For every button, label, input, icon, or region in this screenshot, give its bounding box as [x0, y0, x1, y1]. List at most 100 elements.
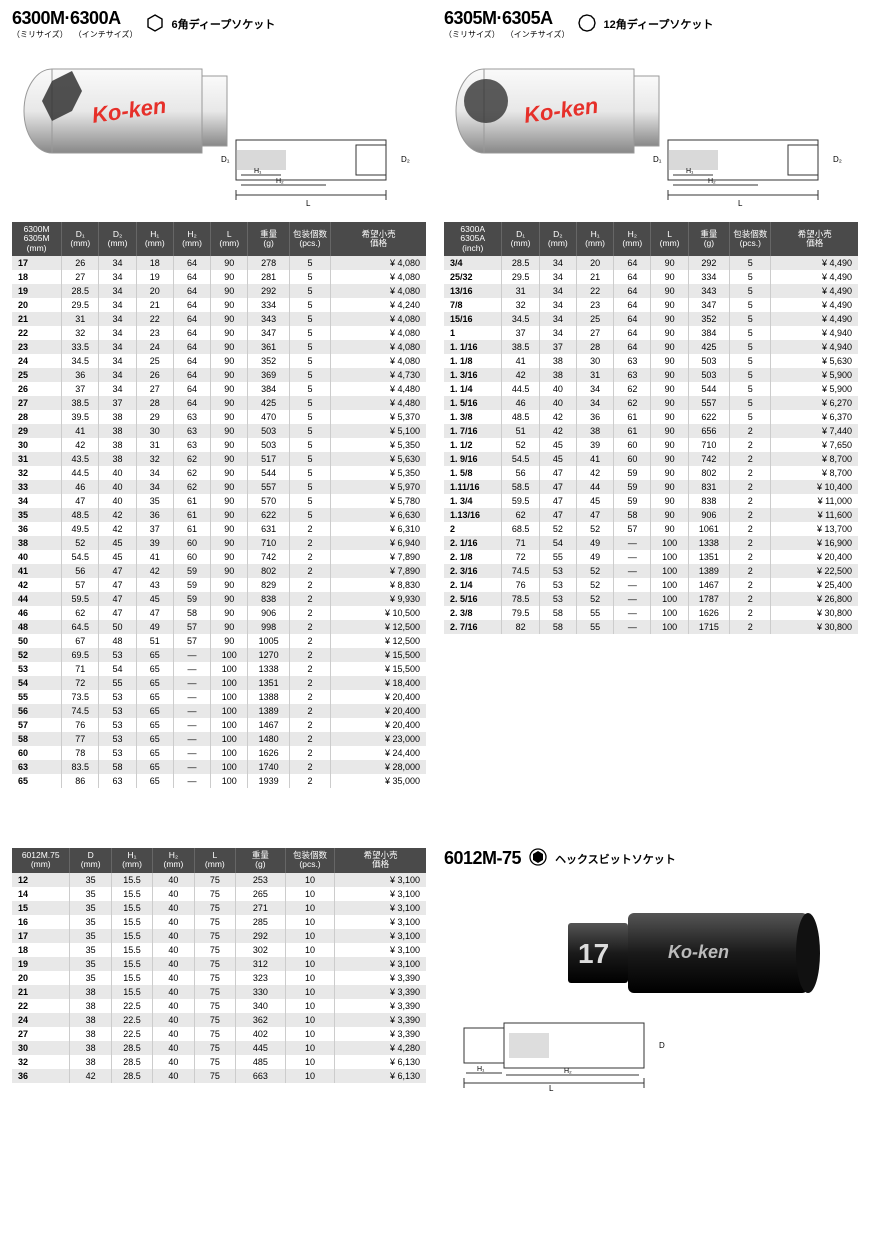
- table-cell: ¥ 6,270: [771, 396, 858, 410]
- col-header: 6300M6305M(mm): [12, 222, 62, 256]
- table-cell: 76: [62, 718, 99, 732]
- col-header: H₂(mm): [153, 848, 194, 873]
- table-cell: 32: [62, 326, 99, 340]
- table-row: 163515.5407528510¥ 3,100: [12, 915, 426, 929]
- table-cell: 28.5: [111, 1041, 152, 1055]
- table-cell: 90: [211, 452, 248, 466]
- table-cell: ¥ 4,490: [771, 270, 858, 284]
- table-cell: 40: [153, 1027, 194, 1041]
- table-cell: 425: [688, 340, 729, 354]
- table-cell: 52: [502, 438, 539, 452]
- table-cell: 34: [99, 312, 136, 326]
- table-cell: 2: [289, 606, 330, 620]
- table-cell: 10: [285, 957, 335, 971]
- table-cell: 38: [539, 354, 576, 368]
- svg-text:H₂: H₂: [708, 178, 716, 185]
- table-cell: ¥ 6,130: [335, 1069, 426, 1083]
- table-cell: ¥ 20,400: [771, 550, 858, 564]
- product-6012-table-block: 6012M.75(mm)D(mm)H₁(mm)H₂(mm)L(mm)重量(g)包…: [12, 848, 426, 1093]
- table-cell: 38: [70, 1041, 111, 1055]
- col-header: L(mm): [194, 848, 235, 873]
- table-cell: 831: [688, 480, 729, 494]
- table-cell: 35: [70, 929, 111, 943]
- table-cell: 5: [289, 270, 330, 284]
- table-cell: 40: [153, 1069, 194, 1083]
- table-cell: 49: [576, 550, 613, 564]
- table-cell: 15.5: [111, 943, 152, 957]
- table-cell: 2. 1/16: [444, 536, 502, 550]
- table-cell: 64: [614, 312, 651, 326]
- table-cell: 2: [289, 704, 330, 718]
- table-cell: 59.5: [62, 592, 99, 606]
- table-cell: ¥ 3,100: [335, 901, 426, 915]
- table-cell: 19: [12, 284, 62, 298]
- svg-text:H₁: H₁: [477, 1066, 485, 1073]
- table-cell: 52: [62, 536, 99, 550]
- table-cell: 1351: [688, 550, 729, 564]
- table-cell: ¥ 15,500: [331, 648, 426, 662]
- table-cell: 5: [730, 270, 771, 284]
- table-cell: 90: [651, 382, 688, 396]
- table-cell: ¥ 4,240: [331, 298, 426, 312]
- table-cell: 49: [136, 620, 173, 634]
- table-cell: 38: [99, 424, 136, 438]
- table-cell: 34: [99, 340, 136, 354]
- table-cell: 35: [70, 873, 111, 887]
- table-cell: 75: [194, 943, 235, 957]
- table-cell: 75: [194, 873, 235, 887]
- table-cell: 10: [285, 1055, 335, 1069]
- table-cell: —: [614, 578, 651, 592]
- table-cell: 2: [289, 550, 330, 564]
- table-row: 1. 3/848.5423661906225¥ 6,370: [444, 410, 858, 424]
- table-row: 1928.5342064902925¥ 4,080: [12, 284, 426, 298]
- table-cell: 38.5: [502, 340, 539, 354]
- table-cell: 74.5: [502, 564, 539, 578]
- table-cell: ¥ 3,100: [335, 887, 426, 901]
- table-cell: 38: [539, 368, 576, 382]
- table-cell: 2: [289, 536, 330, 550]
- product-6300-desc: 6角ディープソケット: [172, 16, 276, 32]
- table-cell: 742: [688, 452, 729, 466]
- table-row: 153515.5407527110¥ 3,100: [12, 901, 426, 915]
- table-cell: ¥ 28,000: [331, 760, 426, 774]
- table-cell: 2: [289, 732, 330, 746]
- table-row: 3143.5383262905175¥ 5,630: [12, 452, 426, 466]
- table-cell: 2: [289, 690, 330, 704]
- col-header: 重量(g): [248, 222, 289, 256]
- table-cell: 1626: [688, 606, 729, 620]
- col-header: 希望小売価格: [771, 222, 858, 256]
- table-cell: 64: [173, 396, 210, 410]
- table-cell: 90: [211, 508, 248, 522]
- table-cell: 570: [248, 494, 289, 508]
- table-cell: 34.5: [502, 312, 539, 326]
- table-cell: 49.5: [62, 522, 99, 536]
- table-cell: 32: [136, 452, 173, 466]
- table-row: 25/3229.5342164903345¥ 4,490: [444, 270, 858, 284]
- table-cell: —: [173, 746, 210, 760]
- table-row: 54725565—10013512¥ 18,400: [12, 676, 426, 690]
- table-cell: 12: [12, 873, 70, 887]
- table-cell: 1: [444, 326, 502, 340]
- table-cell: 34: [539, 284, 576, 298]
- table-cell: 20: [136, 284, 173, 298]
- table-cell: 56: [502, 466, 539, 480]
- table-cell: 53: [539, 592, 576, 606]
- table-cell: 64.5: [62, 620, 99, 634]
- table-cell: 37: [136, 522, 173, 536]
- table-cell: 27: [62, 270, 99, 284]
- table-cell: 302: [236, 943, 286, 957]
- table-cell: 2. 3/16: [444, 564, 502, 578]
- table-cell: 2: [730, 620, 771, 634]
- table-cell: 36: [576, 410, 613, 424]
- table-cell: 44: [12, 592, 62, 606]
- table-cell: 90: [651, 326, 688, 340]
- table-cell: 10: [285, 985, 335, 999]
- table-cell: 40: [153, 915, 194, 929]
- table-cell: 40: [153, 929, 194, 943]
- table-cell: 45: [99, 550, 136, 564]
- table-cell: 384: [248, 382, 289, 396]
- table-cell: 22: [12, 326, 62, 340]
- table-cell: ¥ 6,630: [331, 508, 426, 522]
- table-cell: 79.5: [502, 606, 539, 620]
- svg-text:H₁: H₁: [686, 168, 694, 175]
